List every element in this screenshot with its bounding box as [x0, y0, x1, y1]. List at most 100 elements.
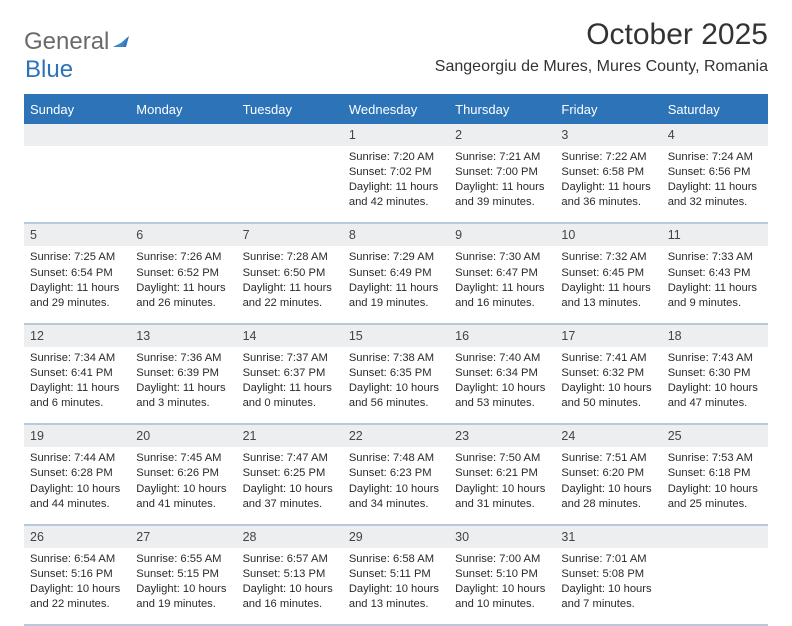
day-detail: Sunrise: 7:29 AM Sunset: 6:49 PM Dayligh…	[343, 246, 449, 322]
weekday-header: Wednesday	[343, 96, 449, 124]
day-detail-row: Sunrise: 7:34 AM Sunset: 6:41 PM Dayligh…	[24, 347, 768, 423]
day-detail: Sunrise: 7:21 AM Sunset: 7:00 PM Dayligh…	[449, 146, 555, 222]
day-number: 10	[555, 224, 661, 246]
day-detail: Sunrise: 7:44 AM Sunset: 6:28 PM Dayligh…	[24, 447, 130, 523]
day-number-row: 19202122232425	[24, 425, 768, 447]
day-number: 14	[237, 325, 343, 347]
calendar-week: 12131415161718Sunrise: 7:34 AM Sunset: 6…	[24, 325, 768, 425]
day-number-row: 12131415161718	[24, 325, 768, 347]
day-number: 8	[343, 224, 449, 246]
day-detail: Sunrise: 7:20 AM Sunset: 7:02 PM Dayligh…	[343, 146, 449, 222]
day-detail: Sunrise: 6:57 AM Sunset: 5:13 PM Dayligh…	[237, 548, 343, 624]
day-number-row: 567891011	[24, 224, 768, 246]
day-number-row: 1234	[24, 124, 768, 146]
weekday-header: Tuesday	[237, 96, 343, 124]
weekday-header: Saturday	[662, 96, 768, 124]
logo-text-blue: Blue	[25, 56, 73, 84]
day-number	[130, 124, 236, 146]
day-detail: Sunrise: 7:41 AM Sunset: 6:32 PM Dayligh…	[555, 347, 661, 423]
day-detail: Sunrise: 7:32 AM Sunset: 6:45 PM Dayligh…	[555, 246, 661, 322]
calendar-week: 19202122232425Sunrise: 7:44 AM Sunset: 6…	[24, 425, 768, 525]
day-detail	[237, 146, 343, 222]
day-detail: Sunrise: 7:24 AM Sunset: 6:56 PM Dayligh…	[662, 146, 768, 222]
calendar: Sunday Monday Tuesday Wednesday Thursday…	[24, 94, 768, 626]
logo-text-general: General	[24, 28, 109, 56]
day-detail: Sunrise: 7:50 AM Sunset: 6:21 PM Dayligh…	[449, 447, 555, 523]
logo-triangle-icon	[113, 31, 133, 54]
day-number: 12	[24, 325, 130, 347]
day-number: 19	[24, 425, 130, 447]
month-title: October 2025	[435, 18, 768, 52]
day-detail: Sunrise: 7:25 AM Sunset: 6:54 PM Dayligh…	[24, 246, 130, 322]
weekday-header: Friday	[555, 96, 661, 124]
day-detail: Sunrise: 7:33 AM Sunset: 6:43 PM Dayligh…	[662, 246, 768, 322]
calendar-week: 262728293031Sunrise: 6:54 AM Sunset: 5:1…	[24, 526, 768, 626]
day-number	[662, 526, 768, 548]
weekday-header: Sunday	[24, 96, 130, 124]
day-number: 6	[130, 224, 236, 246]
day-number: 9	[449, 224, 555, 246]
day-number: 29	[343, 526, 449, 548]
day-detail-row: Sunrise: 6:54 AM Sunset: 5:16 PM Dayligh…	[24, 548, 768, 624]
day-detail-row: Sunrise: 7:44 AM Sunset: 6:28 PM Dayligh…	[24, 447, 768, 523]
title-block: October 2025 Sangeorgiu de Mures, Mures …	[435, 18, 768, 76]
day-detail: Sunrise: 7:28 AM Sunset: 6:50 PM Dayligh…	[237, 246, 343, 322]
day-detail: Sunrise: 7:26 AM Sunset: 6:52 PM Dayligh…	[130, 246, 236, 322]
day-number	[24, 124, 130, 146]
calendar-week: 567891011Sunrise: 7:25 AM Sunset: 6:54 P…	[24, 224, 768, 324]
day-detail: Sunrise: 7:36 AM Sunset: 6:39 PM Dayligh…	[130, 347, 236, 423]
day-detail: Sunrise: 7:22 AM Sunset: 6:58 PM Dayligh…	[555, 146, 661, 222]
day-number: 26	[24, 526, 130, 548]
day-detail: Sunrise: 7:53 AM Sunset: 6:18 PM Dayligh…	[662, 447, 768, 523]
day-detail: Sunrise: 6:58 AM Sunset: 5:11 PM Dayligh…	[343, 548, 449, 624]
day-detail: Sunrise: 7:47 AM Sunset: 6:25 PM Dayligh…	[237, 447, 343, 523]
day-number: 3	[555, 124, 661, 146]
day-detail	[24, 146, 130, 222]
day-detail: Sunrise: 7:45 AM Sunset: 6:26 PM Dayligh…	[130, 447, 236, 523]
day-number: 21	[237, 425, 343, 447]
day-number: 24	[555, 425, 661, 447]
calendar-week: 1234Sunrise: 7:20 AM Sunset: 7:02 PM Day…	[24, 124, 768, 224]
location-text: Sangeorgiu de Mures, Mures County, Roman…	[435, 58, 768, 76]
weekday-header: Monday	[130, 96, 236, 124]
day-number: 25	[662, 425, 768, 447]
day-number: 23	[449, 425, 555, 447]
day-number: 13	[130, 325, 236, 347]
day-detail: Sunrise: 7:48 AM Sunset: 6:23 PM Dayligh…	[343, 447, 449, 523]
day-detail: Sunrise: 7:43 AM Sunset: 6:30 PM Dayligh…	[662, 347, 768, 423]
weekday-header-row: Sunday Monday Tuesday Wednesday Thursday…	[24, 96, 768, 124]
day-number: 27	[130, 526, 236, 548]
day-number: 31	[555, 526, 661, 548]
day-number: 4	[662, 124, 768, 146]
day-number: 2	[449, 124, 555, 146]
day-number: 16	[449, 325, 555, 347]
day-number: 17	[555, 325, 661, 347]
day-number: 28	[237, 526, 343, 548]
day-detail: Sunrise: 7:00 AM Sunset: 5:10 PM Dayligh…	[449, 548, 555, 624]
day-detail: Sunrise: 7:01 AM Sunset: 5:08 PM Dayligh…	[555, 548, 661, 624]
day-detail: Sunrise: 7:40 AM Sunset: 6:34 PM Dayligh…	[449, 347, 555, 423]
day-number: 7	[237, 224, 343, 246]
day-detail-row: Sunrise: 7:20 AM Sunset: 7:02 PM Dayligh…	[24, 146, 768, 222]
day-number: 15	[343, 325, 449, 347]
day-detail: Sunrise: 6:55 AM Sunset: 5:15 PM Dayligh…	[130, 548, 236, 624]
day-number: 30	[449, 526, 555, 548]
day-detail: Sunrise: 7:34 AM Sunset: 6:41 PM Dayligh…	[24, 347, 130, 423]
day-number: 20	[130, 425, 236, 447]
day-detail	[130, 146, 236, 222]
logo: General	[24, 28, 135, 56]
day-detail: Sunrise: 7:38 AM Sunset: 6:35 PM Dayligh…	[343, 347, 449, 423]
day-detail: Sunrise: 7:51 AM Sunset: 6:20 PM Dayligh…	[555, 447, 661, 523]
day-detail: Sunrise: 7:30 AM Sunset: 6:47 PM Dayligh…	[449, 246, 555, 322]
day-number: 5	[24, 224, 130, 246]
day-number: 1	[343, 124, 449, 146]
day-number: 18	[662, 325, 768, 347]
day-number: 22	[343, 425, 449, 447]
day-detail-row: Sunrise: 7:25 AM Sunset: 6:54 PM Dayligh…	[24, 246, 768, 322]
day-number	[237, 124, 343, 146]
day-detail: Sunrise: 6:54 AM Sunset: 5:16 PM Dayligh…	[24, 548, 130, 624]
day-detail	[662, 548, 768, 624]
day-number-row: 262728293031	[24, 526, 768, 548]
weekday-header: Thursday	[449, 96, 555, 124]
day-number: 11	[662, 224, 768, 246]
